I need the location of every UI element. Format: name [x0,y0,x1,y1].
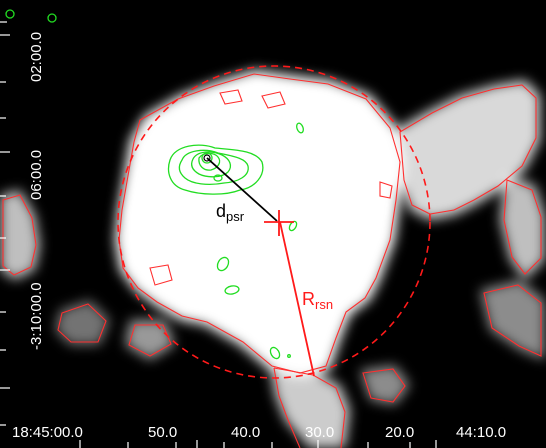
axis-ticks [0,21,437,448]
ra-label: 44:10.0 [456,424,506,441]
red-cross-marker-icon [264,210,294,236]
dec-label: 06:00.0 [28,150,45,200]
ra-axis-labels: 18:45:00.0 50.0 40.0 30.0 20.0 44:10.0 [12,424,506,441]
radio-contours [5,9,304,360]
green-circle-marker-icon [203,154,211,162]
dec-axis-labels: 02:00.0 06:00.0 -3:10:00.0 [28,32,45,350]
dec-label: 02:00.0 [28,32,45,82]
remnant-circle [117,65,431,379]
d-psr-label: dpsr [216,201,245,224]
r-rsn-label: Rrsn [302,289,333,312]
ra-label: 50.0 [148,424,177,441]
pulsar-distance-line [206,157,278,222]
emission-contours [2,73,542,448]
ra-label: 18:45:00.0 [12,424,83,441]
dec-label: -3:10:00.0 [28,282,45,350]
remnant-radius-line [279,221,315,377]
emission-core [130,100,385,310]
ra-label: 30.0 [305,424,334,441]
ra-label: 20.0 [385,424,414,441]
ra-label: 40.0 [231,424,260,441]
